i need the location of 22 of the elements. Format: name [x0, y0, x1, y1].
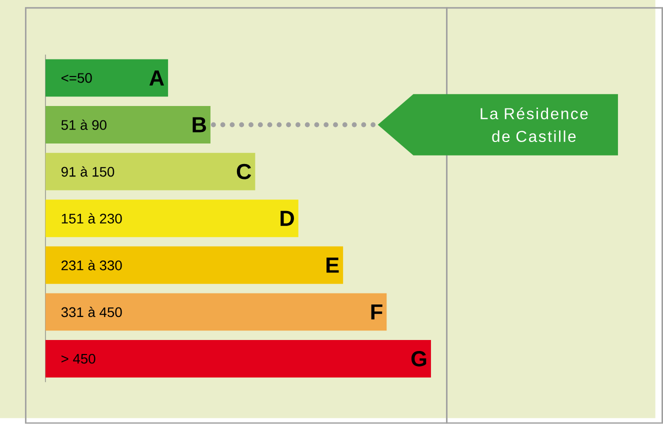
y-tick-label: <=50 — [62, 73, 92, 83]
annotation: F — [371, 304, 382, 320]
y-tick-label: 91 à 150 — [61, 166, 114, 177]
y-tick-label: 231 à 330 — [62, 260, 122, 270]
annotation: G — [411, 351, 426, 367]
bar — [45, 340, 431, 378]
bar — [45, 152, 256, 190]
annotation: D — [280, 210, 294, 226]
bar — [45, 246, 344, 284]
annotation: E — [326, 258, 339, 273]
y-tick-label: 51 à 90 — [61, 120, 106, 130]
bar — [45, 59, 168, 97]
annotation: A — [149, 70, 164, 86]
annotation: C — [236, 164, 252, 180]
y-tick-label: 151 à 230 — [62, 213, 122, 224]
text: La Résidence de Castille — [480, 108, 588, 142]
y-tick-label: 331 à 450 — [61, 306, 122, 318]
bar — [45, 293, 387, 331]
bar — [45, 200, 298, 238]
y-tick-label: > 450 — [62, 354, 96, 364]
bar — [45, 106, 210, 144]
annotation: B — [192, 117, 206, 132]
